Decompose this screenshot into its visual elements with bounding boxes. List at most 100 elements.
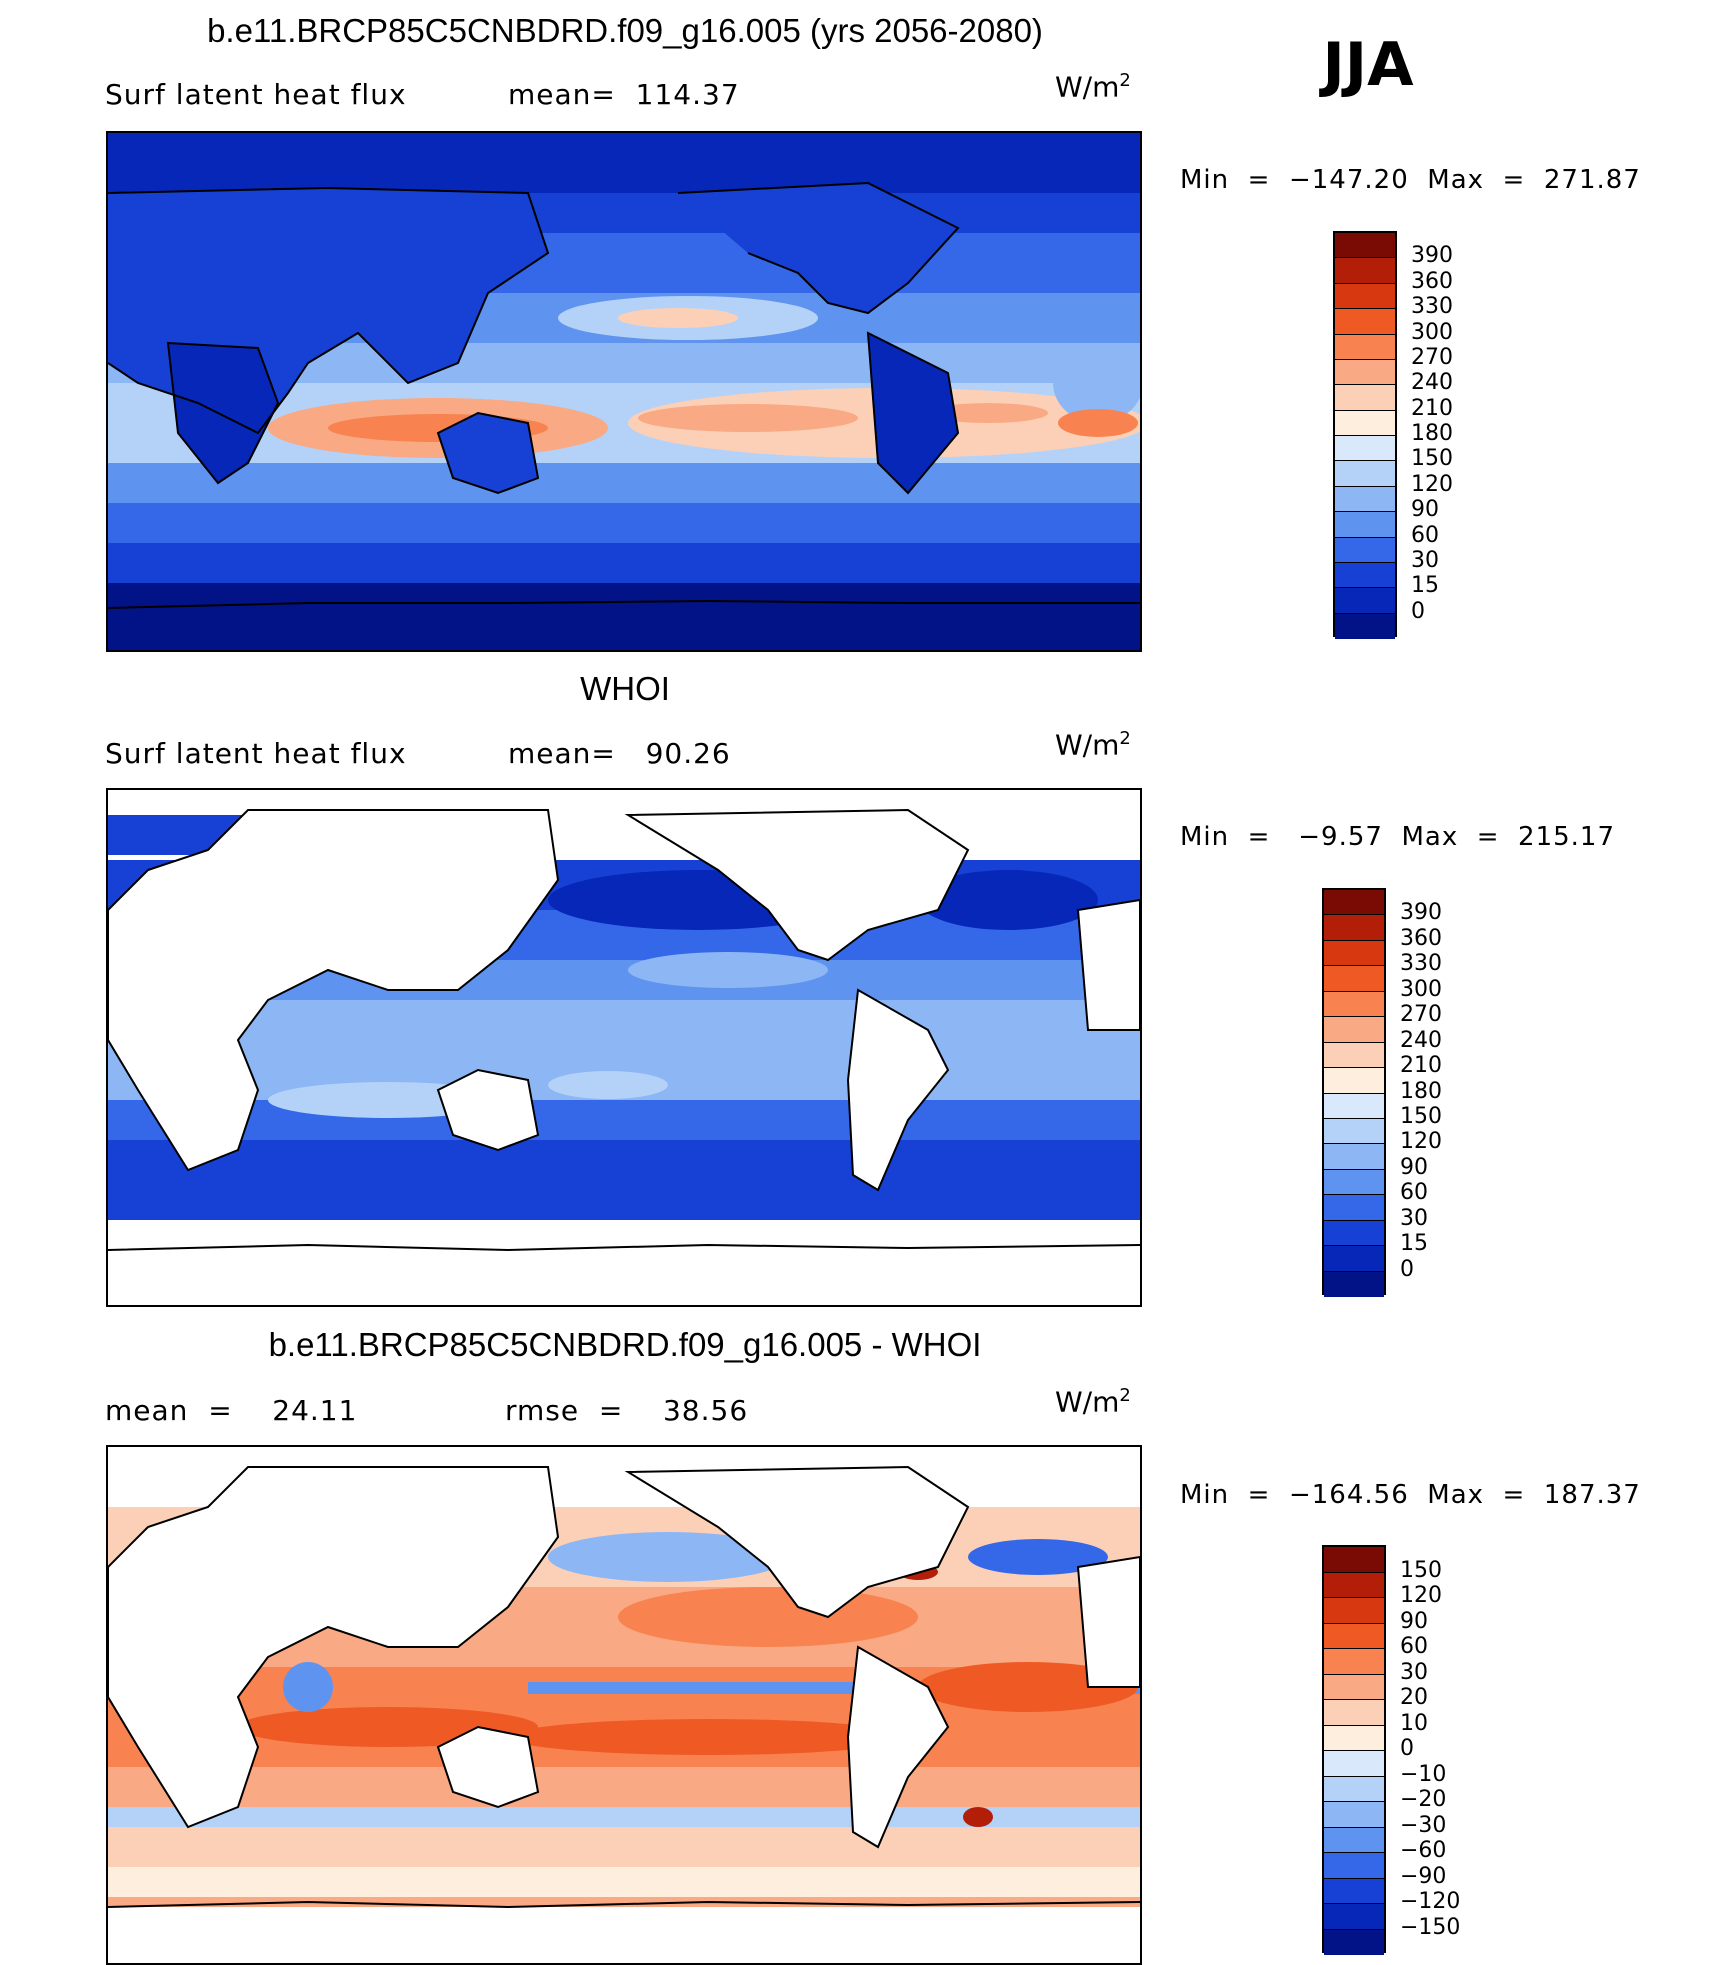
panel-2-colorbar-tick-label: 90 xyxy=(1400,1154,1428,1180)
panel-3-colorbar-swatch xyxy=(1324,1572,1384,1598)
panel-1-colorbar-swatch xyxy=(1335,359,1395,386)
panel-1-map xyxy=(106,131,1142,652)
panel-1-colorbar-tick-label: 270 xyxy=(1411,344,1453,370)
panel-2-colorbar-swatch xyxy=(1324,940,1384,967)
panel-2-colorbar-swatch xyxy=(1324,1220,1384,1247)
panel-1-colorbar-swatch xyxy=(1335,410,1395,436)
panel-3-colorbar-tick-label: 120 xyxy=(1400,1583,1442,1608)
panel-2-units: W/m2 xyxy=(1055,728,1131,762)
panel-3-colorbar-swatch xyxy=(1324,1827,1384,1853)
panel-3-colorbar-tick-label: −90 xyxy=(1400,1863,1447,1889)
panel-1-colorbar-tick-label: 390 xyxy=(1411,243,1453,269)
panel-1-colorbar-swatch xyxy=(1335,537,1395,563)
panel-2-title: WHOI xyxy=(580,670,670,707)
panel-2-colorbar-tick-label: 30 xyxy=(1400,1205,1428,1231)
panel-3-colorbar-tick-label: −150 xyxy=(1400,1914,1461,1940)
panel-2-colorbar-swatch xyxy=(1324,1042,1384,1069)
panel-2-colorbar-tick-label: 15 xyxy=(1400,1231,1428,1257)
panel-2-colorbar-tick-label: 300 xyxy=(1400,976,1442,1002)
panel-1-colorbar-swatch xyxy=(1335,562,1395,589)
panel-3-colorbar-tick-label: 150 xyxy=(1400,1557,1442,1583)
panel-2-colorbar-tick-label: 240 xyxy=(1400,1027,1442,1053)
panel-1-colorbar-swatch xyxy=(1335,486,1395,513)
panel-3-units: W/m2 xyxy=(1055,1385,1131,1419)
panel-2-colorbar-swatch xyxy=(1324,1169,1384,1196)
panel-3-colorbar-swatch xyxy=(1324,1776,1384,1802)
panel-2-colorbar-swatch xyxy=(1324,890,1384,916)
panel-1-colorbar-swatch xyxy=(1335,613,1395,639)
panel-2-colorbar-tick-label: 0 xyxy=(1400,1256,1414,1282)
panel-3-colorbar-swatch xyxy=(1324,1853,1384,1879)
panel-3-colorbar-tick-label: 0 xyxy=(1400,1736,1414,1761)
panel-3-colorbar-tick-label: −120 xyxy=(1400,1889,1461,1914)
panel-1-colorbar-tick-label: 210 xyxy=(1411,395,1453,421)
season-label: JJA xyxy=(1322,30,1414,100)
panel-1-colorbar-swatch xyxy=(1335,436,1395,462)
panel-2-colorbar-tick-label: 390 xyxy=(1400,900,1442,926)
panel-3-colorbar-tick-label: −30 xyxy=(1400,1812,1447,1838)
panel-1-colorbar-swatch xyxy=(1335,461,1395,487)
panel-1-colorbar-swatch xyxy=(1335,283,1395,310)
panel-3-colorbar-swatch xyxy=(1324,1802,1384,1828)
panel-2-colorbar-swatch xyxy=(1324,1118,1384,1145)
panel-3-colorbar-swatch xyxy=(1324,1623,1384,1649)
panel-2-colorbar-tick-label: 270 xyxy=(1400,1002,1442,1028)
panel-1-minmax: Min = −147.20 Max = 271.87 xyxy=(1180,165,1641,195)
panel-2-colorbar-swatch xyxy=(1324,1144,1384,1170)
panel-2-minmax: Min = −9.57 Max = 215.17 xyxy=(1180,822,1616,852)
panel-3-colorbar-swatch xyxy=(1324,1878,1384,1904)
panel-3-colorbar-swatch xyxy=(1324,1674,1384,1700)
panel-3-colorbar-tick-label: 30 xyxy=(1400,1659,1428,1685)
panel-1-colorbar-tick-label: 180 xyxy=(1411,421,1453,446)
panel-1-colorbar-box xyxy=(1333,231,1397,639)
panel-3-colorbar-swatch xyxy=(1324,1751,1384,1777)
panel-1-colorbar-tick-label: 360 xyxy=(1411,268,1453,294)
panel-2-colorbar-box xyxy=(1322,888,1386,1297)
panel-3-colorbar-swatch xyxy=(1324,1700,1384,1726)
panel-2-colorbar-tick-label: 120 xyxy=(1400,1129,1442,1155)
panel-2-colorbar-swatch xyxy=(1324,1068,1384,1094)
panel-3-colorbar-tick-label: −20 xyxy=(1400,1787,1447,1812)
panel-2-colorbar-swatch xyxy=(1324,915,1384,941)
panel-2-mean-label: mean= 90.26 xyxy=(508,737,731,770)
panel-3-colorbar-swatch xyxy=(1324,1649,1384,1675)
panel-3-colorbar-box xyxy=(1322,1545,1386,1955)
panel-2-colorbar-swatch xyxy=(1324,1246,1384,1272)
panel-1-colorbar-tick-label: 120 xyxy=(1411,471,1453,497)
panel-2-colorbar-tick-label: 360 xyxy=(1400,925,1442,951)
panel-3-colorbar-tick-label: 10 xyxy=(1400,1710,1428,1736)
panel-2-colorbar-swatch xyxy=(1324,1195,1384,1221)
panel-1-colorbar-swatch xyxy=(1335,588,1395,614)
panel-1-mean-label: mean= 114.37 xyxy=(508,78,740,111)
panel-3-colorbar-swatch xyxy=(1324,1547,1384,1573)
panel-3-map xyxy=(106,1445,1142,1965)
panel-2-colorbar-tick-label: 150 xyxy=(1400,1103,1442,1129)
panel-2-colorbar-swatch xyxy=(1324,1017,1384,1043)
panel-2-variable-label: Surf latent heat flux xyxy=(105,737,407,770)
panel-1-title: b.e11.BRCP85C5CNBDRD.f09_g16.005 (yrs 20… xyxy=(207,12,1043,49)
panel-3-colorbar-swatch xyxy=(1324,1725,1384,1751)
panel-2-colorbar-tick-label: 180 xyxy=(1400,1078,1442,1104)
panel-1-colorbar-tick-label: 30 xyxy=(1411,547,1439,573)
panel-1-colorbar-swatch xyxy=(1335,258,1395,284)
panel-2-colorbar-swatch xyxy=(1324,1093,1384,1119)
panel-3-minmax: Min = −164.56 Max = 187.37 xyxy=(1180,1480,1641,1510)
panel-1-variable-label: Surf latent heat flux xyxy=(105,78,407,111)
panel-2-colorbar-swatch xyxy=(1324,991,1384,1018)
panel-3-colorbar-tick-label: −60 xyxy=(1400,1838,1447,1863)
panel-2-colorbar-tick-label: 330 xyxy=(1400,951,1442,977)
panel-1-colorbar-tick-label: 330 xyxy=(1411,294,1453,320)
panel-1-colorbar-tick-label: 240 xyxy=(1411,370,1453,396)
panel-1-units: W/m2 xyxy=(1055,70,1131,104)
panel-3-colorbar-tick-label: 60 xyxy=(1400,1634,1428,1659)
panel-1-colorbar-tick-label: 300 xyxy=(1411,319,1453,345)
panel-3-colorbar-tick-label: −10 xyxy=(1400,1761,1447,1787)
panel-1-colorbar-tick-label: 150 xyxy=(1411,446,1453,472)
panel-2-colorbar-tick-label: 60 xyxy=(1400,1180,1428,1206)
panel-3-colorbar-tick-label: 20 xyxy=(1400,1685,1428,1710)
panel-1-colorbar-tick-label: 0 xyxy=(1411,598,1425,624)
panel-2-colorbar-swatch xyxy=(1324,1271,1384,1297)
panel-3-mean-label: mean = 24.11 xyxy=(105,1394,358,1427)
panel-1-colorbar-tick-label: 15 xyxy=(1411,573,1439,599)
panel-3-rmse-label: rmse = 38.56 xyxy=(505,1394,749,1427)
